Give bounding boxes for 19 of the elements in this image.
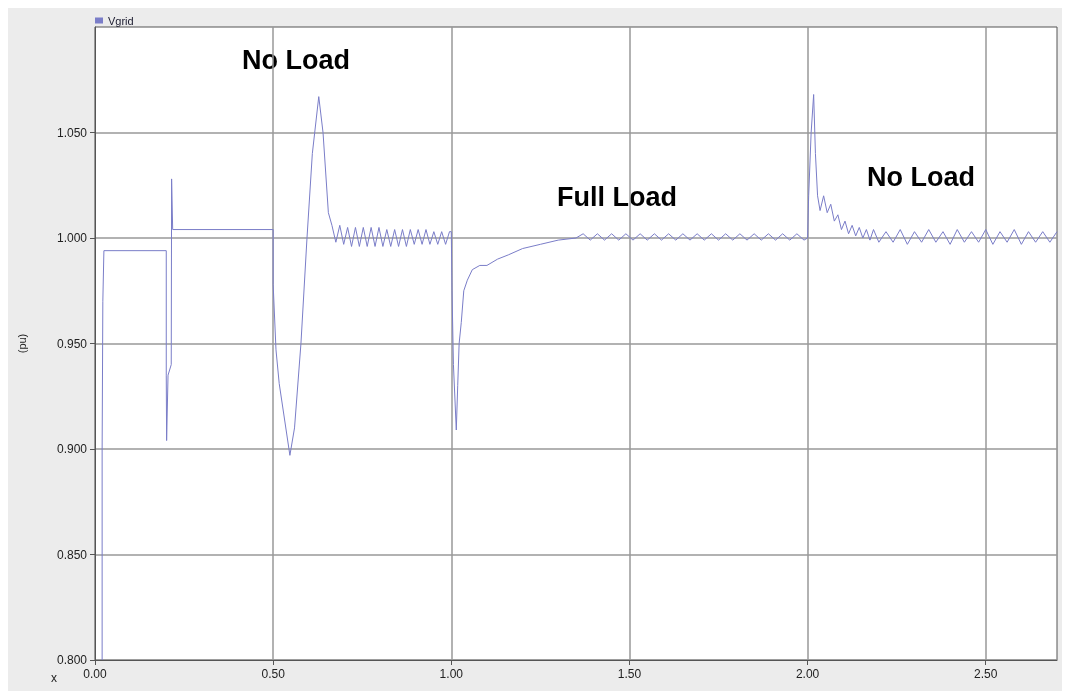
y-tick-label: 0.950 <box>56 336 88 351</box>
x-tick-label: 0.00 <box>83 667 107 681</box>
x-tick-label: 2.00 <box>795 667 820 681</box>
x-tick-label: 1.00 <box>439 667 464 681</box>
y-axis-title: (pu) <box>15 333 28 354</box>
x-tick-label: 1.50 <box>617 667 642 681</box>
y-tick-label: 0.900 <box>56 442 88 456</box>
y-tick-label: 1.000 <box>56 231 88 245</box>
annotation: Full Load <box>557 182 677 212</box>
x-axis-title: x <box>51 671 57 685</box>
y-tick-label: 1.050 <box>56 125 88 140</box>
x-tick-label: 2.50 <box>974 667 998 681</box>
y-tick-label: 0.800 <box>56 653 88 667</box>
line-series <box>101 94 1058 661</box>
y-tick-label: 0.850 <box>56 547 88 562</box>
x-tick-label: 0.50 <box>261 667 286 681</box>
annotation: No Load <box>867 162 975 192</box>
legend-label: Vgrid <box>108 14 134 27</box>
annotation: No Load <box>242 45 350 75</box>
